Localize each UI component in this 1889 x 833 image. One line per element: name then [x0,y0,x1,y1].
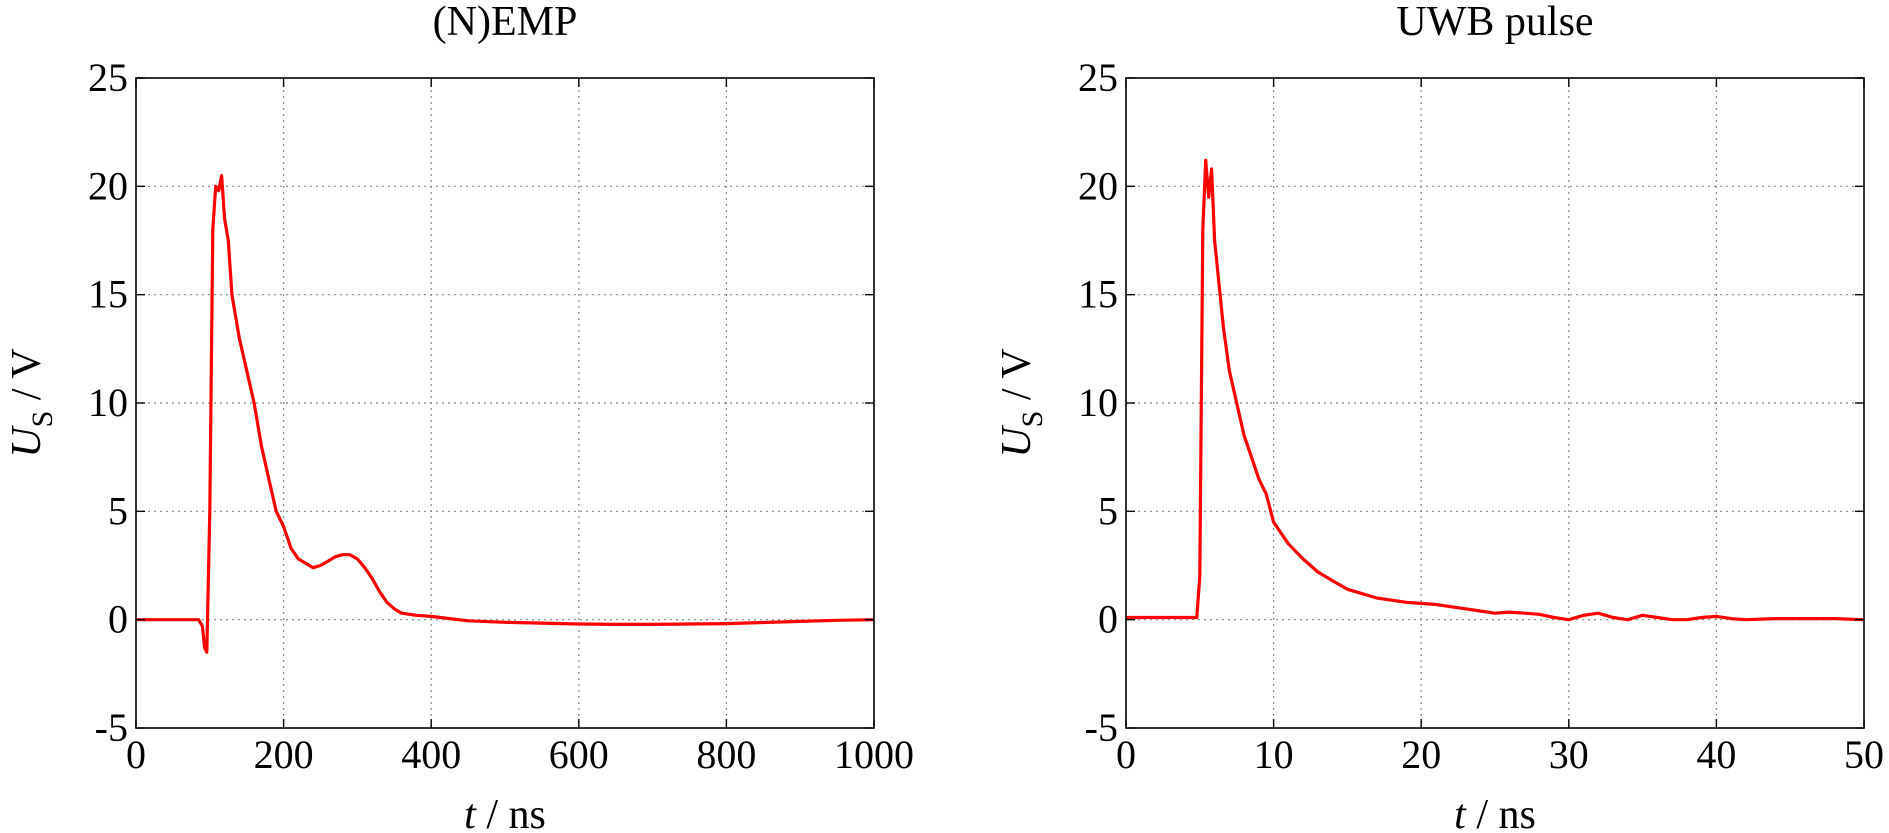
x-axis-label: t / ns [1454,792,1536,833]
x-axis-unit: ns [1498,792,1535,833]
x-tick-label: 0 [126,732,146,777]
y-axis-var: U [994,425,1040,458]
y-tick-label: 25 [88,55,128,100]
x-tick-label: 600 [549,732,609,777]
x-axis-var: t [464,792,477,833]
x-axis-unit: ns [508,792,545,833]
x-axis-sep: / [1466,792,1499,833]
chart-title: UWB pulse [1396,0,1593,45]
x-tick-label: 200 [254,732,314,777]
y-tick-label: 0 [1098,597,1118,642]
y-axis-unit: V [994,348,1040,378]
y-axis-sub: S [1016,411,1049,428]
y-tick-label: 0 [108,597,128,642]
y-axis-sub: S [26,411,59,428]
x-tick-label: 30 [1549,732,1589,777]
x-tick-label: 400 [401,732,461,777]
y-tick-label: 5 [1098,488,1118,533]
y-tick-label: 25 [1078,55,1118,100]
y-axis-unit: V [4,348,50,378]
y-axis-var: U [4,425,50,458]
y-tick-label: -5 [95,705,128,750]
plot-frame [135,77,875,729]
y-axis-label: US / V [4,348,59,457]
y-axis-sep: / [4,379,50,411]
x-axis-label: t / ns [464,792,546,833]
y-axis-label: US / V [994,348,1049,457]
y-tick-label: -5 [1085,705,1118,750]
x-tick-label: 40 [1696,732,1736,777]
y-axis-sep: / [994,379,1040,411]
series-line [1126,158,1865,622]
y-tick-label: 15 [88,272,128,317]
x-tick-label: 10 [1254,732,1294,777]
y-tick-label: 20 [88,163,128,208]
y-tick-label: 15 [1078,272,1118,317]
y-tick-label: 10 [88,380,128,425]
x-tick-label: 0 [1116,732,1136,777]
series-line [136,173,875,654]
y-tick-label: 20 [1078,163,1118,208]
x-tick-label: 20 [1401,732,1441,777]
y-tick-label: 5 [108,488,128,533]
x-axis-sep: / [476,792,509,833]
chart-title: (N)EMP [433,0,578,45]
x-axis-var: t [1454,792,1467,833]
x-tick-label: 50 [1844,732,1884,777]
x-tick-label: 1000 [834,732,914,777]
x-tick-label: 800 [696,732,756,777]
y-tick-label: 10 [1078,380,1118,425]
